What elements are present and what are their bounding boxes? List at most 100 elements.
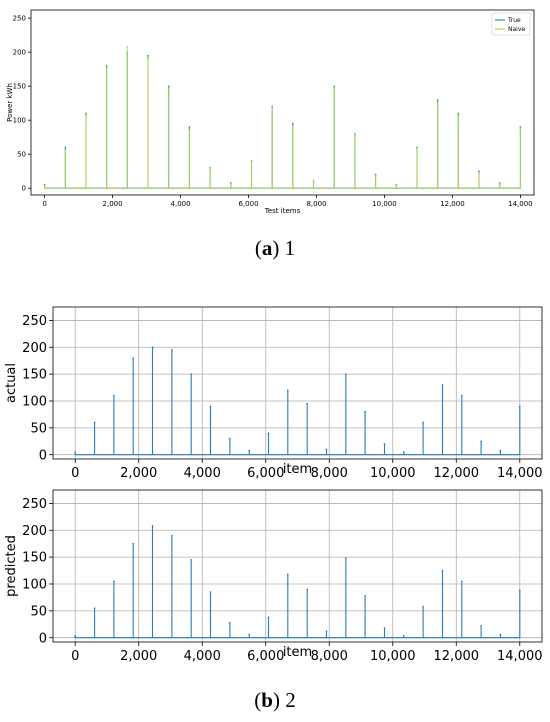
- x-tick-label: 2,000: [103, 200, 123, 208]
- data-point: [499, 449, 502, 452]
- data-point: [518, 589, 521, 592]
- data-point: [383, 443, 386, 445]
- data-point: [190, 373, 192, 375]
- x-tick-label: 4,000: [171, 200, 191, 208]
- data-point: [248, 449, 250, 452]
- data-point: [64, 146, 67, 149]
- data-point: [499, 633, 502, 636]
- data-point: [147, 54, 149, 57]
- y-tick-label: 150: [13, 83, 26, 91]
- plot-frame: [30, 9, 535, 196]
- y-axis-label: actual: [4, 363, 19, 403]
- data-point: [416, 147, 418, 150]
- data-point: [93, 607, 96, 609]
- data-point: [478, 170, 480, 172]
- x-tick-label: 10,000: [370, 649, 416, 663]
- y-tick-label: 50: [17, 151, 26, 159]
- data-point: [209, 405, 212, 408]
- data-point: [287, 389, 289, 392]
- data-point: [441, 384, 444, 386]
- data-point: [364, 595, 366, 597]
- data-point: [167, 85, 170, 87]
- data-point: [105, 68, 108, 70]
- data-point: [345, 373, 347, 375]
- data-point: [229, 183, 232, 185]
- y-tick-label: 200: [13, 49, 26, 57]
- x-tick-label: 10,000: [372, 200, 397, 208]
- x-tick-label: 4,000: [184, 466, 221, 480]
- data-point: [132, 542, 135, 545]
- data-point: [403, 451, 405, 453]
- data-point: [518, 405, 521, 408]
- data-point: [460, 394, 463, 397]
- x-tick-label: 2,000: [120, 649, 157, 663]
- data-point: [113, 580, 115, 583]
- data-point: [403, 634, 405, 637]
- data-point: [325, 448, 328, 451]
- data-point: [248, 633, 250, 636]
- data-point: [374, 175, 377, 177]
- data-point: [354, 132, 356, 135]
- y-tick-label: 100: [22, 578, 47, 593]
- data-point: [292, 126, 294, 128]
- data-point: [209, 166, 211, 169]
- data-point: [188, 126, 191, 128]
- data-point: [333, 86, 336, 89]
- data-point: [480, 440, 482, 443]
- y-tick-label: 50: [30, 604, 47, 619]
- data-point: [105, 64, 108, 67]
- data-point: [325, 630, 328, 633]
- data-point: [167, 88, 170, 91]
- caption-b: (b) 2: [254, 688, 296, 712]
- data-point: [229, 621, 231, 624]
- y-axis-label: Power kWh: [6, 83, 14, 122]
- x-tick-label: 6,000: [247, 466, 284, 480]
- data-point: [209, 168, 211, 170]
- data-point: [64, 149, 67, 152]
- data-point: [441, 569, 444, 572]
- x-tick-label: 6,000: [247, 649, 284, 663]
- x-tick-label: 2,000: [120, 466, 157, 480]
- data-point: [395, 184, 398, 187]
- x-tick-label: 14,000: [508, 200, 533, 208]
- data-point: [267, 432, 270, 435]
- data-point: [374, 173, 377, 176]
- caption-a: (a) 1: [254, 236, 296, 260]
- data-point: [229, 181, 232, 184]
- series-line: [44, 52, 521, 189]
- y-tick-label: 200: [22, 341, 47, 356]
- x-tick-label: 12,000: [434, 466, 480, 480]
- data-point: [460, 580, 463, 583]
- data-point: [171, 349, 173, 351]
- data-point: [306, 402, 308, 405]
- data-point: [229, 437, 231, 440]
- data-point: [271, 107, 273, 109]
- data-point: [422, 605, 424, 608]
- data-point: [480, 625, 482, 627]
- data-point: [267, 616, 270, 619]
- x-tick-label: 8,000: [306, 200, 326, 208]
- data-point: [132, 357, 135, 359]
- data-point: [85, 115, 87, 118]
- data-point: [147, 58, 149, 60]
- x-tick-label: 12,000: [434, 649, 480, 663]
- x-tick-label: 14,000: [497, 649, 543, 663]
- x-axis-label: item: [283, 645, 312, 660]
- data-point: [519, 127, 522, 130]
- data-point: [43, 183, 46, 186]
- series-line: [74, 347, 521, 456]
- data-point: [171, 534, 173, 537]
- data-point: [422, 421, 424, 424]
- y-tick-label: 0: [22, 185, 26, 193]
- y-tick-label: 0: [39, 631, 47, 646]
- x-tick-label: 0: [42, 200, 46, 208]
- y-tick-label: 150: [22, 368, 47, 383]
- data-point: [457, 112, 460, 115]
- data-point: [271, 105, 273, 108]
- x-axis-label: Test items: [264, 207, 301, 215]
- data-point: [457, 115, 460, 118]
- data-point: [306, 588, 308, 591]
- data-point: [250, 161, 253, 164]
- data-point: [74, 451, 77, 453]
- legend-label: Naive: [508, 26, 525, 33]
